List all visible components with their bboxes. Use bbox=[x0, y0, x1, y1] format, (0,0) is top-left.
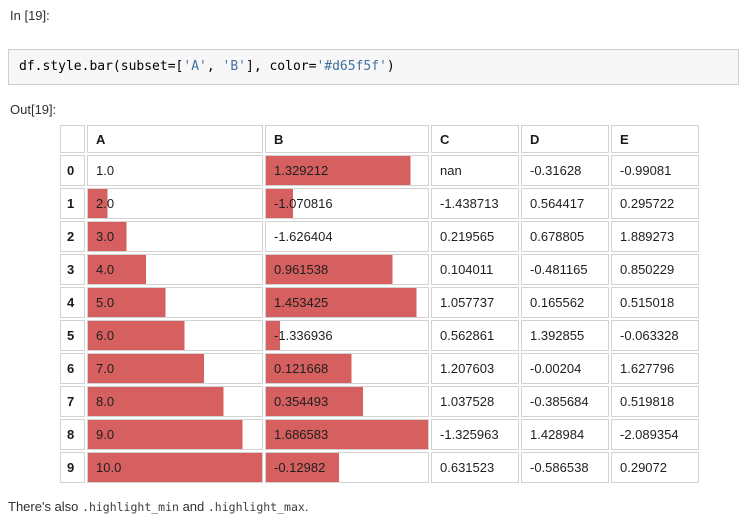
cell-C-row9: 0.631523 bbox=[431, 452, 519, 483]
cell-B-row9: -0.12982 bbox=[265, 452, 429, 483]
column-header-C: C bbox=[431, 125, 519, 153]
cell-D-row2: 0.678805 bbox=[521, 221, 609, 252]
cell-C-row5: 0.562861 bbox=[431, 320, 519, 351]
code-token-plain: , bbox=[206, 59, 223, 74]
table-row: 6 7.0 0.121668 1.207603 -0.00204 1.627796 bbox=[60, 353, 699, 384]
column-header-E: E bbox=[611, 125, 699, 153]
cell-E-row7: 0.519818 bbox=[611, 386, 699, 417]
cell-C-row8: -1.325963 bbox=[431, 419, 519, 450]
cell-D-row7: -0.385684 bbox=[521, 386, 609, 417]
row-index-label: 9 bbox=[60, 452, 85, 483]
index-header-cell bbox=[60, 125, 85, 153]
code-token-string: 'B' bbox=[222, 59, 246, 74]
cell-E-row3: 0.850229 bbox=[611, 254, 699, 285]
cell-C-row4: 1.057737 bbox=[431, 287, 519, 318]
code-token-string: 'A' bbox=[183, 59, 207, 74]
row-index-label: 5 bbox=[60, 320, 85, 351]
cell-A-row2: 3.0 bbox=[87, 221, 263, 252]
row-index-label: 1 bbox=[60, 188, 85, 219]
cell-D-row6: -0.00204 bbox=[521, 353, 609, 384]
cell-A-row4: 5.0 bbox=[87, 287, 263, 318]
cell-A-row9: 10.0 bbox=[87, 452, 263, 483]
table-row: 7 8.0 0.354493 1.037528 -0.385684 0.519818 bbox=[60, 386, 699, 417]
cell-A-row7: 8.0 bbox=[87, 386, 263, 417]
cell-D-row0: -0.31628 bbox=[521, 155, 609, 186]
cell-E-row5: -0.063328 bbox=[611, 320, 699, 351]
footer-code-highlight-max: .highlight_max bbox=[207, 500, 305, 514]
table-row: 0 1.0 1.329212 nan -0.31628 -0.99081 bbox=[60, 155, 699, 186]
cell-E-row1: 0.295722 bbox=[611, 188, 699, 219]
cell-E-row4: 0.515018 bbox=[611, 287, 699, 318]
cell-B-row7: 0.354493 bbox=[265, 386, 429, 417]
cell-E-row0: -0.99081 bbox=[611, 155, 699, 186]
code-cell[interactable]: df.style.bar(subset=['A', 'B'], color='#… bbox=[8, 49, 739, 85]
footer-code-highlight-min: .highlight_min bbox=[82, 500, 179, 514]
row-index-label: 6 bbox=[60, 353, 85, 384]
cell-D-row5: 1.392855 bbox=[521, 320, 609, 351]
row-index-label: 4 bbox=[60, 287, 85, 318]
cell-E-row2: 1.889273 bbox=[611, 221, 699, 252]
code-token-plain: df.style.bar(subset=[ bbox=[19, 59, 184, 74]
code-token-plain: ], color= bbox=[246, 59, 317, 74]
row-index-label: 2 bbox=[60, 221, 85, 252]
row-index-label: 3 bbox=[60, 254, 85, 285]
cell-D-row8: 1.428984 bbox=[521, 419, 609, 450]
cell-A-row1: 2.0 bbox=[87, 188, 263, 219]
table-row: 8 9.0 1.686583 -1.325963 1.428984 -2.089354 bbox=[60, 419, 699, 450]
cell-C-row6: 1.207603 bbox=[431, 353, 519, 384]
cell-B-row1: -1.070816 bbox=[265, 188, 429, 219]
cell-B-row0: 1.329212 bbox=[265, 155, 429, 186]
cell-B-row4: 1.453425 bbox=[265, 287, 429, 318]
column-header-B: B bbox=[265, 125, 429, 153]
cell-D-row4: 0.165562 bbox=[521, 287, 609, 318]
input-prompt-label: In [19]: bbox=[10, 8, 50, 23]
cell-B-row5: -1.336936 bbox=[265, 320, 429, 351]
cell-C-row0: nan bbox=[431, 155, 519, 186]
table-row: 2 3.0 -1.626404 0.219565 0.678805 1.889273 bbox=[60, 221, 699, 252]
footer-paragraph: There's also .highlight_min and .highlig… bbox=[8, 499, 747, 514]
cell-D-row3: -0.481165 bbox=[521, 254, 609, 285]
table-row: 1 2.0 -1.070816 -1.438713 0.564417 0.295722 bbox=[60, 188, 699, 219]
cell-D-row9: -0.586538 bbox=[521, 452, 609, 483]
code-token-plain: ) bbox=[386, 59, 395, 74]
row-index-label: 8 bbox=[60, 419, 85, 450]
cell-B-row2: -1.626404 bbox=[265, 221, 429, 252]
footer-text-mid: and bbox=[178, 499, 208, 514]
code-line: df.style.bar(subset=['A', 'B'], color='#… bbox=[19, 59, 730, 74]
table-row: 5 6.0 -1.336936 0.562861 1.392855 -0.063328 bbox=[60, 320, 699, 351]
cell-A-row6: 7.0 bbox=[87, 353, 263, 384]
row-index-label: 0 bbox=[60, 155, 85, 186]
footer-text-post: . bbox=[304, 499, 309, 514]
cell-C-row2: 0.219565 bbox=[431, 221, 519, 252]
cell-C-row7: 1.037528 bbox=[431, 386, 519, 417]
cell-B-row8: 1.686583 bbox=[265, 419, 429, 450]
cell-E-row6: 1.627796 bbox=[611, 353, 699, 384]
cell-A-row8: 9.0 bbox=[87, 419, 263, 450]
table-row: 4 5.0 1.453425 1.057737 0.165562 0.515018 bbox=[60, 287, 699, 318]
table-body: 0 1.0 1.329212 nan -0.31628 -0.99081 1 2.0 -1.07… bbox=[60, 155, 699, 483]
cell-C-row1: -1.438713 bbox=[431, 188, 519, 219]
column-header-D: D bbox=[521, 125, 609, 153]
row-index-label: 7 bbox=[60, 386, 85, 417]
cell-A-row0: 1.0 bbox=[87, 155, 263, 186]
table-row: 9 10.0 -0.12982 0.631523 -0.586538 0.29072 bbox=[60, 452, 699, 483]
cell-E-row9: 0.29072 bbox=[611, 452, 699, 483]
output-prompt-label: Out[19]: bbox=[10, 102, 57, 117]
cell-D-row1: 0.564417 bbox=[521, 188, 609, 219]
cell-B-row6: 0.121668 bbox=[265, 353, 429, 384]
code-token-string: '#d65f5f' bbox=[316, 59, 387, 74]
cell-C-row3: 0.104011 bbox=[431, 254, 519, 285]
cell-A-row5: 6.0 bbox=[87, 320, 263, 351]
footer-text-pre: There's also bbox=[8, 499, 83, 514]
column-header-A: A bbox=[87, 125, 263, 153]
cell-E-row8: -2.089354 bbox=[611, 419, 699, 450]
table-row: 3 4.0 0.961538 0.104011 -0.481165 0.850229 bbox=[60, 254, 699, 285]
cell-B-row3: 0.961538 bbox=[265, 254, 429, 285]
cell-A-row3: 4.0 bbox=[87, 254, 263, 285]
